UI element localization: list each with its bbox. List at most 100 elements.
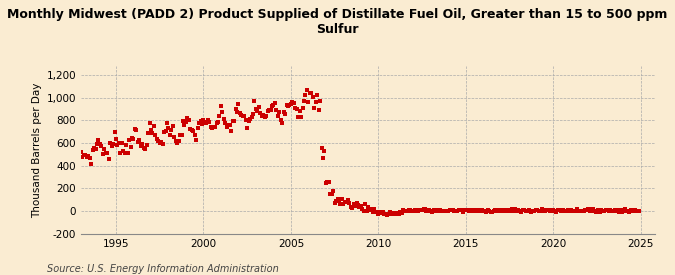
Point [414, 207, 425, 212]
Point [323, 180, 334, 184]
Point [549, 208, 560, 213]
Point [618, 208, 628, 213]
Point [362, 204, 373, 209]
Point [271, 108, 281, 112]
Point [210, 124, 221, 129]
Point [357, 207, 368, 211]
Point [412, 209, 423, 213]
Point [484, 209, 495, 213]
Point [626, 208, 637, 213]
Point [458, 210, 468, 214]
Point [240, 118, 251, 122]
Point [430, 208, 441, 213]
Point [338, 202, 349, 207]
Point [520, 208, 531, 213]
Point [449, 209, 460, 213]
Point [95, 142, 105, 146]
Point [625, 208, 636, 212]
Point [497, 208, 508, 212]
Point [115, 151, 126, 155]
Point [524, 209, 535, 214]
Point [589, 208, 599, 213]
Point [196, 122, 207, 126]
Point [109, 129, 120, 134]
Point [385, 210, 396, 214]
Point [76, 150, 86, 154]
Point [155, 141, 165, 145]
Point [443, 208, 454, 213]
Point [246, 114, 257, 119]
Point [243, 119, 254, 123]
Point [466, 209, 477, 213]
Point [321, 181, 331, 185]
Point [341, 200, 352, 205]
Point [420, 207, 431, 212]
Point [481, 210, 491, 214]
Text: Monthly Midwest (PADD 2) Product Supplied of Distillate Fuel Oil, Greater than 1: Monthly Midwest (PADD 2) Product Supplie… [7, 8, 668, 36]
Point [92, 142, 103, 146]
Point [570, 208, 580, 213]
Point [498, 208, 509, 212]
Point [239, 114, 250, 118]
Point [258, 113, 269, 117]
Point [286, 102, 296, 106]
Point [502, 207, 512, 212]
Point [599, 209, 610, 213]
Point [542, 208, 553, 212]
Point [119, 151, 130, 155]
Point [402, 209, 413, 214]
Point [179, 123, 190, 127]
Point [500, 208, 510, 213]
Point [316, 146, 327, 150]
Point [539, 209, 550, 213]
Point [630, 208, 641, 212]
Point [317, 156, 328, 161]
Point [462, 208, 472, 213]
Point [523, 207, 534, 212]
Point [587, 207, 598, 211]
Point [287, 100, 298, 104]
Point [225, 129, 236, 133]
Point [169, 135, 180, 139]
Point [389, 212, 400, 216]
Point [96, 144, 107, 148]
Point [552, 208, 563, 212]
Point [176, 133, 187, 138]
Point [217, 110, 227, 114]
Point [300, 93, 311, 97]
Point [227, 119, 238, 123]
Point [128, 137, 139, 141]
Point [538, 209, 549, 213]
Point [86, 161, 97, 166]
Point [576, 209, 587, 213]
Point [167, 123, 178, 128]
Point [83, 153, 94, 158]
Point [188, 129, 198, 133]
Point [335, 202, 346, 206]
Point [561, 209, 572, 214]
Point [194, 121, 205, 125]
Point [166, 128, 177, 132]
Point [503, 209, 514, 213]
Point [348, 202, 359, 206]
Point [259, 115, 270, 119]
Point [186, 128, 197, 133]
Point [322, 180, 333, 184]
Point [383, 212, 394, 216]
Point [416, 208, 427, 212]
Point [536, 206, 547, 211]
Point [256, 114, 267, 119]
Point [288, 101, 299, 105]
Point [444, 208, 455, 212]
Point [597, 208, 608, 213]
Point [274, 110, 285, 114]
Point [510, 207, 521, 211]
Point [591, 208, 602, 213]
Point [611, 208, 622, 212]
Point [144, 121, 155, 125]
Point [431, 208, 442, 212]
Point [375, 210, 385, 214]
Point [548, 208, 559, 212]
Point [296, 115, 306, 119]
Point [605, 208, 616, 213]
